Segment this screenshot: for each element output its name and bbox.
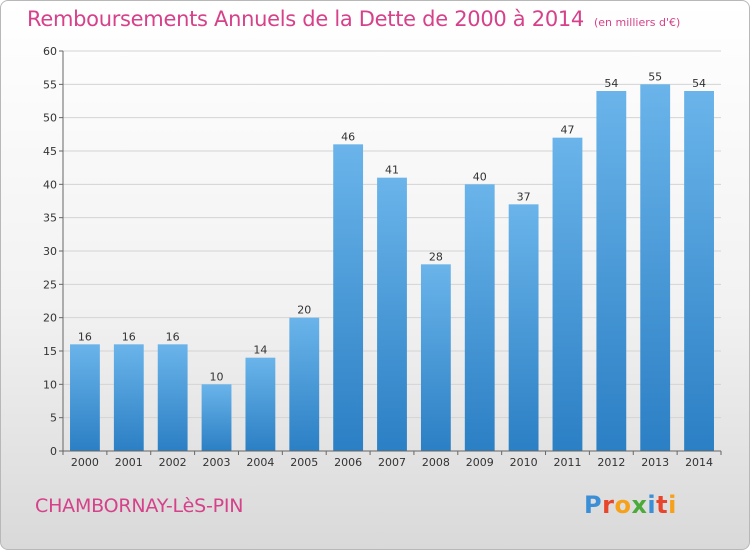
data-label-2014: 54 bbox=[692, 77, 706, 90]
x-tick-label-2006: 2006 bbox=[334, 456, 362, 469]
bar-2014[interactable] bbox=[684, 91, 714, 451]
x-tick-label-2009: 2009 bbox=[466, 456, 494, 469]
data-label-2006: 46 bbox=[341, 130, 355, 143]
y-tick-label: 10 bbox=[43, 378, 57, 391]
y-tick-label: 40 bbox=[43, 178, 57, 191]
commune-name: CHAMBORNAY-LèS-PIN bbox=[35, 495, 244, 517]
data-label-2008: 28 bbox=[429, 250, 443, 263]
x-tick-label-2003: 2003 bbox=[203, 456, 231, 469]
data-label-2013: 55 bbox=[648, 70, 662, 83]
data-label-2002: 16 bbox=[166, 330, 180, 343]
data-label-2010: 37 bbox=[517, 190, 531, 203]
bar-2004[interactable] bbox=[245, 357, 276, 451]
data-label-2012: 54 bbox=[604, 77, 618, 90]
data-label-2000: 16 bbox=[78, 330, 92, 343]
proxiti-logo[interactable]: Proxiti bbox=[584, 491, 677, 519]
logo-letter: P bbox=[584, 491, 603, 519]
y-tick-label: 45 bbox=[43, 145, 57, 158]
x-tick-label-2011: 2011 bbox=[553, 456, 581, 469]
x-tick-label-2007: 2007 bbox=[378, 456, 406, 469]
y-tick-label: 35 bbox=[43, 212, 57, 225]
bar-2011[interactable] bbox=[552, 137, 583, 451]
chart-title-main: Remboursements Annuels de la Dette de 20… bbox=[27, 7, 584, 31]
x-tick-label-2005: 2005 bbox=[290, 456, 318, 469]
bar-2008[interactable] bbox=[420, 264, 451, 451]
bar-2006[interactable] bbox=[333, 144, 364, 452]
data-label-2011: 47 bbox=[560, 124, 574, 137]
x-tick-label-2012: 2012 bbox=[597, 456, 625, 469]
logo-letter: o bbox=[614, 491, 632, 519]
bar-2003[interactable] bbox=[201, 384, 232, 451]
x-tick-label-2002: 2002 bbox=[159, 456, 187, 469]
x-tick-label-2013: 2013 bbox=[641, 456, 669, 469]
bar-2009[interactable] bbox=[464, 184, 495, 452]
data-label-2009: 40 bbox=[473, 170, 487, 183]
y-tick-label: 15 bbox=[43, 345, 57, 358]
logo-letter: i bbox=[647, 491, 657, 519]
y-tick-label: 30 bbox=[43, 245, 57, 258]
chart-title: Remboursements Annuels de la Dette de 20… bbox=[27, 7, 680, 31]
x-tick-label-2000: 2000 bbox=[71, 456, 99, 469]
logo-letter: r bbox=[602, 491, 615, 519]
bar-2005[interactable] bbox=[289, 317, 320, 451]
bar-2007[interactable] bbox=[377, 177, 407, 451]
y-tick-label: 60 bbox=[43, 45, 57, 58]
y-tick-label: 25 bbox=[43, 278, 57, 291]
y-tick-label: 20 bbox=[43, 312, 57, 325]
bar-2000[interactable] bbox=[70, 344, 100, 451]
chart-title-unit: (en milliers d'€) bbox=[594, 16, 681, 29]
logo-letter: x bbox=[631, 491, 648, 519]
data-label-2005: 20 bbox=[297, 304, 311, 317]
y-tick-label: 50 bbox=[43, 112, 57, 125]
bar-2001[interactable] bbox=[113, 344, 144, 451]
bar-2013[interactable] bbox=[640, 84, 671, 451]
x-tick-label-2008: 2008 bbox=[422, 456, 450, 469]
logo-letter: i bbox=[668, 491, 677, 519]
bar-2010[interactable] bbox=[508, 204, 539, 451]
data-label-2003: 10 bbox=[210, 370, 224, 383]
bar-2002[interactable] bbox=[157, 344, 188, 451]
y-tick-label: 5 bbox=[50, 412, 57, 425]
data-label-2004: 14 bbox=[253, 344, 267, 357]
data-label-2001: 16 bbox=[122, 330, 136, 343]
x-tick-label-2014: 2014 bbox=[685, 456, 713, 469]
data-label-2007: 41 bbox=[385, 164, 399, 177]
bar-2012[interactable] bbox=[596, 91, 627, 451]
logo-letter: t bbox=[656, 491, 669, 519]
y-tick-label: 0 bbox=[50, 445, 57, 458]
y-tick-label: 55 bbox=[43, 78, 57, 91]
x-tick-label-2001: 2001 bbox=[115, 456, 143, 469]
x-tick-label-2010: 2010 bbox=[510, 456, 538, 469]
x-tick-label-2004: 2004 bbox=[246, 456, 274, 469]
